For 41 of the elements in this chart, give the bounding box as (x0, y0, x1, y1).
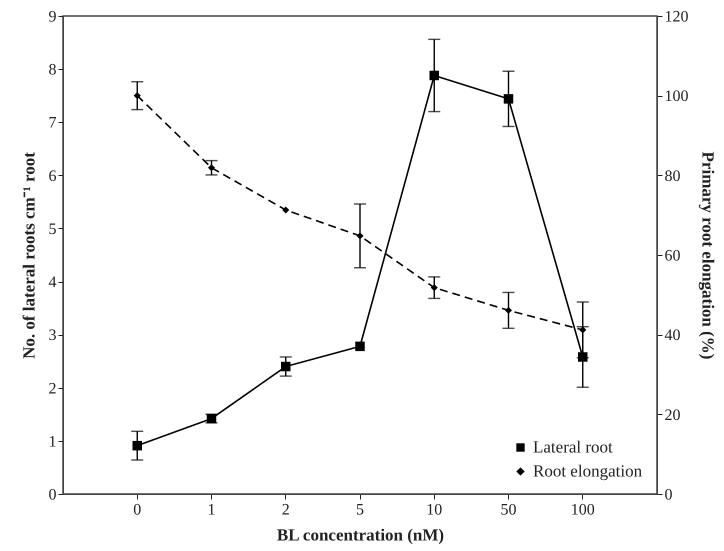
point (134, 92, 141, 100)
point (281, 362, 290, 372)
point (579, 326, 586, 334)
y-tick-label: 2 (48, 380, 56, 398)
y-tick-label: 5 (48, 220, 56, 238)
legend-label: Lateral root (533, 438, 614, 456)
point (282, 206, 290, 214)
y-tick-label: 3 (48, 327, 56, 344)
y2-axis-title: Primary root elongation (%) (698, 152, 718, 360)
point (430, 70, 439, 80)
x-tick-label: 2 (282, 502, 290, 518)
y-tick-label: 0 (48, 486, 56, 504)
y2-tick-label: 80 (664, 168, 680, 185)
y-tick-label: 4 (48, 274, 56, 292)
legend-label: Root elongation (533, 462, 643, 480)
y2-tick-label: 100 (664, 88, 688, 106)
x-tick-label: 100 (570, 502, 595, 518)
y2-tick-label: 60 (664, 248, 680, 264)
x-tick-label: 50 (500, 502, 516, 518)
point (504, 94, 514, 104)
y2-tick-label: 120 (664, 8, 688, 26)
point (356, 232, 364, 240)
x-tick-label: 5 (356, 502, 364, 518)
y2-tick-label: 0 (664, 486, 672, 504)
point (430, 284, 438, 292)
point (504, 306, 512, 314)
y-tick-label: 1 (48, 433, 56, 450)
y2-tick-label: 40 (664, 327, 680, 344)
x-tick-label: 1 (208, 502, 216, 518)
y-tick-label: 8 (48, 62, 56, 79)
point (355, 342, 365, 352)
y-tick-label: 6 (48, 168, 56, 185)
y2-tick-label: 20 (664, 406, 680, 424)
point (208, 164, 216, 172)
y-axis-title: No. of lateral roots cm⁻¹ root (20, 152, 38, 359)
y-tick-label: 7 (48, 114, 56, 132)
point (132, 440, 142, 450)
x-tick-label: 0 (133, 502, 142, 518)
x-axis-title: BL concentration (nM) (276, 526, 444, 544)
x-tick-label: 10 (426, 502, 442, 518)
y-tick-label: 9 (48, 8, 56, 26)
